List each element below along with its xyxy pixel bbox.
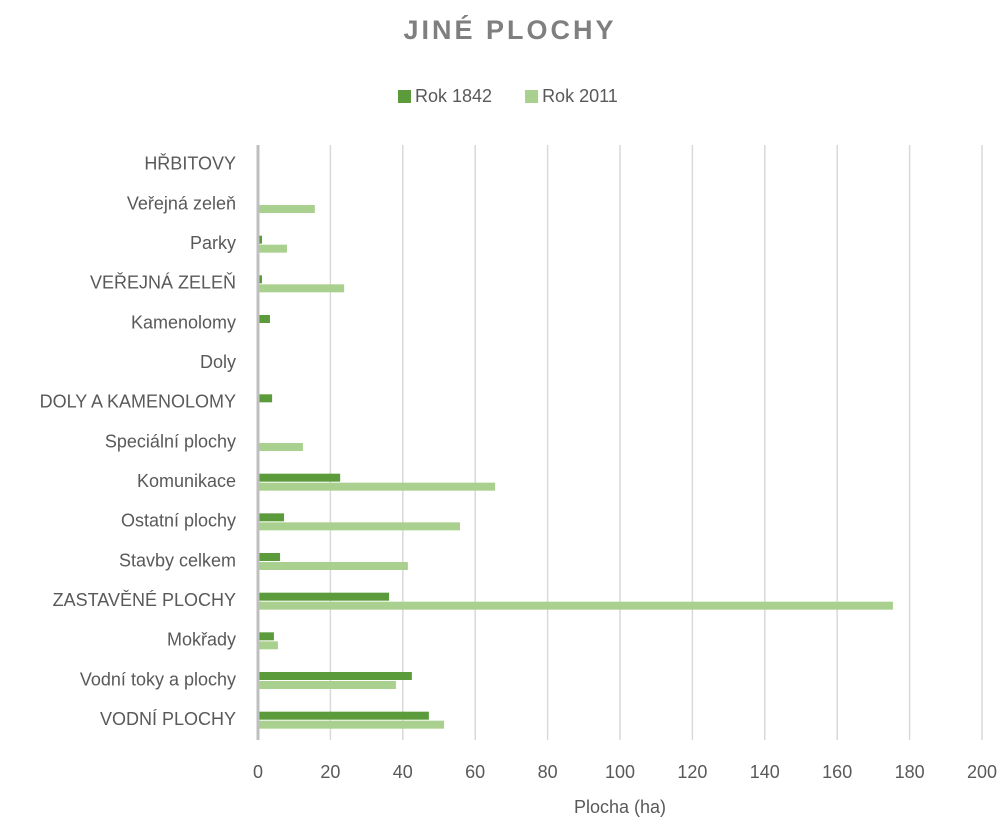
- x-tick-label: 200: [967, 762, 997, 782]
- y-tick-label: Vodní toky a plochy: [80, 669, 236, 689]
- y-tick-label: VODNÍ PLOCHY: [100, 709, 236, 729]
- y-tick-label: VEŘEJNÁ ZELEŇ: [90, 273, 236, 293]
- x-tick-label: 0: [253, 762, 263, 782]
- y-tick-label: Parky: [190, 233, 236, 253]
- y-tick-label: DOLY A KAMENOLOMY: [40, 392, 236, 412]
- y-tick-label: Stavby celkem: [119, 550, 236, 570]
- bar: [258, 720, 445, 729]
- x-tick-label: 140: [750, 762, 780, 782]
- x-tick-label: 160: [822, 762, 852, 782]
- bar: [258, 315, 270, 323]
- y-tick-label: Kamenolomy: [131, 312, 236, 332]
- bar: [258, 244, 287, 253]
- x-axis-title: Plocha (ha): [574, 797, 666, 817]
- bar: [258, 681, 396, 689]
- bar: [258, 205, 315, 213]
- bar: [258, 513, 285, 522]
- legend-swatch: [525, 90, 539, 103]
- x-tick-label: 80: [538, 762, 558, 782]
- y-tick-label: Speciální plochy: [105, 431, 236, 451]
- bar: [258, 473, 341, 482]
- bar: [258, 562, 408, 570]
- y-tick-label: Ostatní plochy: [121, 511, 236, 531]
- y-tick-label: Komunikace: [137, 471, 236, 491]
- bar: [258, 443, 303, 451]
- x-tick-label: 60: [465, 762, 485, 782]
- legend-label: Rok 1842: [415, 86, 492, 106]
- x-tick-label: 120: [677, 762, 707, 782]
- y-tick-label: ZASTAVĚNÉ PLOCHY: [53, 590, 236, 610]
- y-tick-label: Veřejná zeleň: [127, 193, 236, 213]
- x-tick-label: 20: [320, 762, 340, 782]
- bar: [258, 592, 390, 601]
- bar: [258, 482, 496, 491]
- legend-swatch: [398, 90, 411, 103]
- bar: [258, 522, 460, 531]
- bar: [258, 275, 262, 284]
- chart-title: JINÉ PLOCHY: [403, 14, 616, 45]
- y-tick-label: Mokřady: [167, 630, 236, 650]
- bar: [258, 235, 262, 244]
- legend-label: Rok 2011: [542, 86, 618, 106]
- bar: [258, 284, 345, 293]
- bar: [258, 641, 278, 650]
- bar: [258, 601, 893, 610]
- y-tick-label: Doly: [200, 352, 236, 372]
- bar: [258, 394, 273, 403]
- y-tick-label: HŘBITOVY: [144, 154, 236, 174]
- bar: [258, 553, 281, 561]
- x-tick-label: 40: [393, 762, 413, 782]
- x-tick-label: 100: [605, 762, 635, 782]
- bar: [258, 632, 274, 641]
- x-tick-label: 180: [895, 762, 925, 782]
- bar: [258, 672, 412, 680]
- bar: [258, 711, 429, 720]
